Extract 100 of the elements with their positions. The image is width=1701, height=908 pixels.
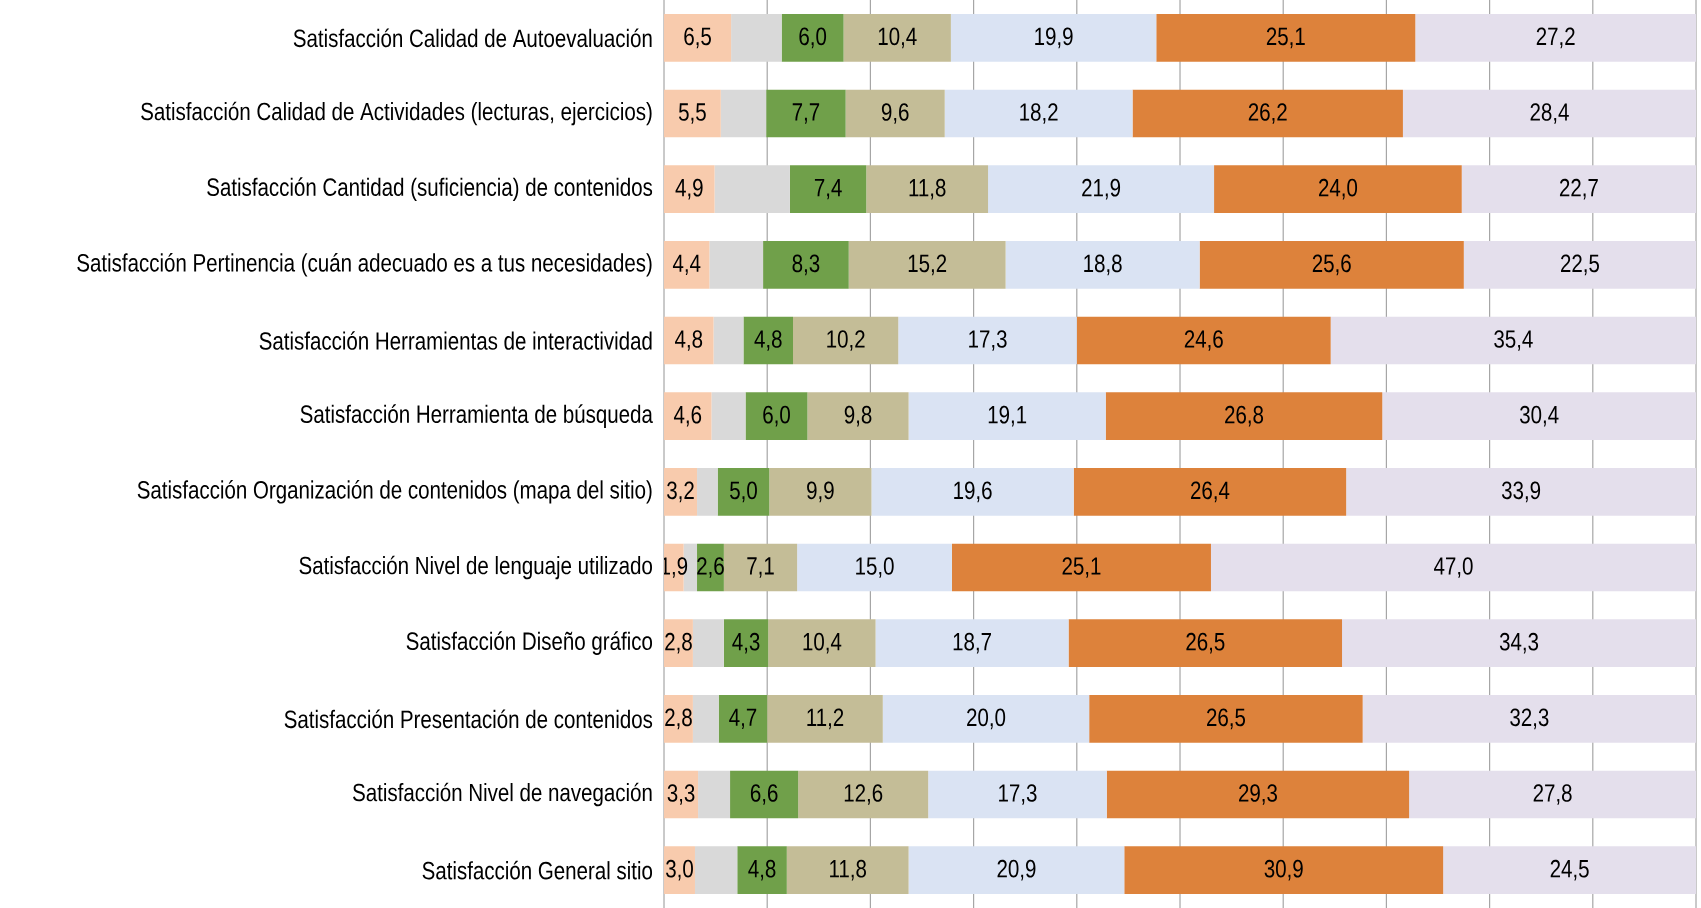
bar: [798, 770, 929, 819]
y-tick-label: Satisfacción Pertinencia (cuán adecuado es a tus necesidades): [77, 253, 652, 277]
bar: [1463, 240, 1696, 289]
bar: [797, 543, 952, 592]
bar: [664, 165, 715, 213]
bar: [697, 467, 718, 516]
data-label: 7,4: [814, 178, 842, 200]
data-label: 27,8: [1533, 784, 1572, 805]
bar: [1089, 695, 1363, 743]
bar: [843, 13, 951, 62]
bar: [763, 240, 849, 289]
data-label: 35,4: [1494, 330, 1533, 351]
bar: [908, 392, 1106, 440]
data-label: 2,8: [665, 632, 692, 654]
bar: [1346, 467, 1696, 516]
data-label: 19,6: [954, 481, 992, 503]
data-label: 10,4: [803, 632, 842, 654]
bar: [664, 392, 712, 440]
bar: [711, 392, 746, 440]
bar: [737, 846, 787, 894]
bar: [1073, 467, 1347, 516]
bar: [714, 165, 790, 213]
data-label: 2,8: [665, 708, 692, 730]
data-label: 25,6: [1312, 254, 1351, 276]
bar: [664, 13, 732, 62]
data-label: 27,2: [1536, 27, 1575, 49]
data-label: 4,7: [729, 708, 757, 730]
data-label: 4,8: [754, 330, 782, 351]
data-label: 47,0: [1434, 557, 1473, 578]
data-label: 9,9: [807, 481, 834, 503]
y-tick-label: Satisfacción Diseño gráfico: [406, 631, 653, 655]
data-label: 4,3: [732, 632, 760, 654]
bar: [1199, 240, 1464, 289]
data-label: 15,2: [908, 254, 947, 276]
bar: [928, 770, 1107, 819]
data-label: 11,2: [807, 708, 844, 730]
bar: [745, 392, 808, 440]
data-label: 33,9: [1501, 481, 1541, 503]
bar: [692, 619, 724, 667]
bar: [1443, 846, 1696, 894]
data-label: 26,5: [1207, 708, 1246, 730]
data-label: 34,3: [1499, 632, 1539, 654]
bar: [951, 543, 1211, 592]
data-label: 28,4: [1530, 103, 1569, 124]
bar: [1342, 619, 1696, 667]
bar: [723, 543, 798, 592]
data-label: 20,9: [997, 859, 1036, 881]
bar: [1124, 846, 1444, 894]
bar: [720, 89, 767, 138]
bar: [698, 770, 731, 819]
data-label: 12,6: [844, 784, 883, 805]
data-label: 6,0: [763, 405, 790, 427]
data-label: 10,2: [827, 330, 865, 351]
bar: [1362, 695, 1696, 743]
data-label: 24,6: [1184, 330, 1223, 351]
y-tick-label: Satisfacción Calidad de Autoevaluación: [293, 28, 652, 48]
data-label: 29,3: [1239, 784, 1277, 805]
y-tick-label: Satisfacción General sitio: [422, 860, 653, 880]
data-label: 4,8: [675, 330, 703, 351]
y-tick-label: Satisfacción Herramienta de búsqueda: [300, 404, 653, 428]
data-label: 15,0: [856, 557, 894, 578]
data-label: 4,8: [748, 859, 776, 881]
data-label: 18,7: [953, 632, 991, 654]
data-label: 17,3: [999, 784, 1037, 805]
bar: [1156, 13, 1416, 62]
data-label: 5,0: [730, 481, 757, 503]
bar: [875, 619, 1069, 667]
bar: [718, 695, 768, 743]
data-label: 6,6: [750, 784, 778, 805]
bar: [988, 165, 1215, 213]
data-label: 8,3: [792, 254, 820, 276]
data-label: 20,0: [967, 708, 1006, 730]
data-label: 18,2: [1020, 103, 1058, 124]
bar: [1210, 543, 1696, 592]
bar: [908, 846, 1125, 894]
data-label: 26,8: [1225, 405, 1264, 427]
bar: [1214, 165, 1462, 213]
bar: [1068, 619, 1343, 667]
bar: [866, 165, 989, 213]
data-label: 25,1: [1266, 27, 1305, 49]
data-label: 7,1: [747, 557, 774, 578]
bar: [1461, 165, 1696, 213]
y-tick-label: Satisfacción Organización de contenidos (mapa del sitio): [137, 480, 652, 504]
data-label: 4,9: [675, 178, 703, 200]
data-label: 3,3: [667, 784, 695, 805]
y-tick-label: Satisfacción Herramientas de interactividad: [259, 331, 652, 350]
bar: [1382, 392, 1696, 440]
bar: [1409, 770, 1696, 819]
data-label: 6,0: [799, 27, 827, 49]
bar: [950, 13, 1157, 62]
bar: [882, 695, 1090, 743]
data-label: 30,4: [1519, 405, 1559, 427]
y-tick-label: Satisfacción Nivel de navegación: [353, 782, 652, 807]
data-label: 6,5: [684, 27, 711, 49]
bar: [944, 89, 1133, 138]
data-label: 9,8: [844, 405, 872, 427]
data-label: 9,6: [881, 103, 909, 124]
bar: [1132, 89, 1403, 138]
data-label: 21,9: [1082, 178, 1121, 200]
bar: [717, 467, 770, 516]
